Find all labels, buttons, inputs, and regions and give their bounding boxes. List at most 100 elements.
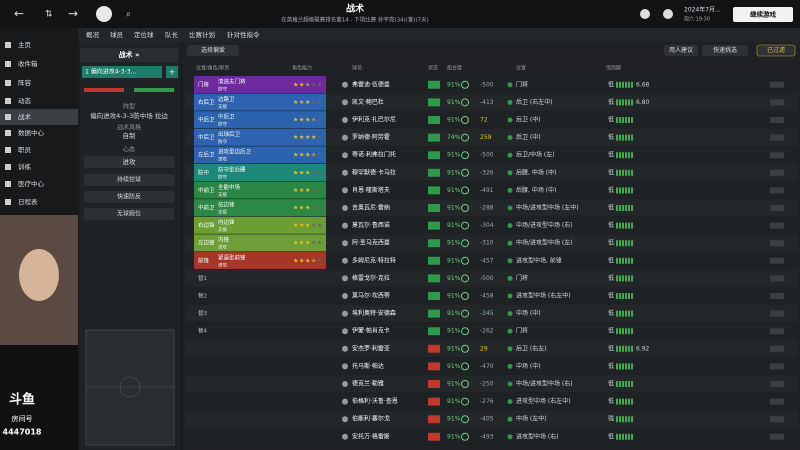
- continue-button[interactable]: [733, 7, 793, 22]
- row[interactable]: [185, 357, 798, 375]
- continue-label[interactable]: 继续游戏: [750, 10, 777, 19]
- player-name[interactable]: 安托万·格雷斯: [352, 432, 390, 440]
- instruction-button[interactable]: [84, 191, 174, 203]
- row[interactable]: [185, 304, 798, 322]
- player-name[interactable]: 格雷戈尔·克拉: [352, 274, 390, 282]
- sidebar-item[interactable]: 训练: [18, 162, 32, 171]
- row-toggle[interactable]: [770, 328, 784, 335]
- help-icon[interactable]: [640, 9, 650, 19]
- instruction-label[interactable]: 无球跑位: [117, 210, 141, 218]
- row-toggle[interactable]: [770, 398, 784, 405]
- player-name[interactable]: 伯斯利·塞尔戈: [352, 415, 390, 423]
- row-toggle[interactable]: [770, 117, 784, 123]
- row[interactable]: [185, 164, 798, 181]
- row[interactable]: [185, 234, 798, 252]
- sidebar-item[interactable]: 职员: [18, 146, 32, 154]
- row-toggle[interactable]: [770, 205, 784, 211]
- sidebar-item[interactable]: 收件箱: [18, 59, 38, 68]
- row[interactable]: [185, 269, 798, 287]
- row[interactable]: [185, 216, 798, 234]
- sidebar-item[interactable]: 主页: [18, 40, 32, 49]
- filter-button[interactable]: [756, 44, 796, 57]
- player-name[interactable]: 莫瓦尔·鲁西诺: [352, 221, 390, 229]
- mentality-select[interactable]: [84, 156, 174, 168]
- row-toggle[interactable]: [770, 275, 784, 282]
- row[interactable]: [185, 392, 798, 410]
- add-icon[interactable]: +: [169, 68, 176, 77]
- tab[interactable]: 定位球: [134, 30, 154, 39]
- mentality[interactable]: 进攻: [123, 157, 137, 166]
- tactic-name[interactable]: 1 偏向进攻4-3-3...: [85, 68, 136, 76]
- row[interactable]: [185, 252, 798, 269]
- quick-label[interactable]: 快速挑选: [713, 46, 737, 54]
- player-name[interactable]: 托马斯·帕达: [352, 362, 384, 370]
- row[interactable]: [185, 375, 798, 393]
- row[interactable]: [185, 287, 798, 305]
- row[interactable]: [185, 181, 798, 199]
- row[interactable]: [185, 410, 798, 428]
- sidebar-item[interactable]: 日程表: [18, 197, 38, 206]
- style[interactable]: 自制: [123, 131, 137, 140]
- row[interactable]: [185, 111, 798, 129]
- row-toggle[interactable]: [770, 222, 784, 229]
- add-tactic[interactable]: [166, 66, 178, 78]
- instruction-button[interactable]: [84, 208, 174, 220]
- forward-arrow[interactable]: →: [68, 7, 78, 21]
- row[interactable]: [185, 76, 798, 93]
- row[interactable]: [185, 322, 798, 340]
- filter-label[interactable]: 已过滤: [767, 46, 785, 54]
- tab[interactable]: 球员: [110, 30, 124, 39]
- player-name[interactable]: 肖恩·隆斯塔夫: [352, 186, 390, 194]
- advice-button[interactable]: [664, 45, 698, 56]
- advice-label[interactable]: 用人建议: [669, 46, 693, 54]
- row-toggle[interactable]: [770, 345, 784, 352]
- sidebar-item[interactable]: 动态: [18, 96, 32, 105]
- player-name[interactable]: 伊蒙·帕肖克卡: [352, 327, 390, 335]
- row-toggle[interactable]: [770, 152, 784, 159]
- tactic-select[interactable]: [82, 66, 162, 78]
- row[interactable]: [185, 428, 798, 445]
- row-toggle[interactable]: [770, 310, 784, 317]
- nav-updown[interactable]: ⇅: [45, 10, 53, 20]
- tab[interactable]: 针对性指令: [227, 30, 260, 39]
- player-name[interactable]: 凯文·鲍巴杜: [352, 98, 384, 106]
- tab[interactable]: 概况: [86, 30, 100, 39]
- player-name[interactable]: 德克兰·勒雅: [352, 380, 384, 388]
- formation[interactable]: 偏向进攻4-3-3防中场 拉边: [90, 111, 168, 120]
- instruction-label[interactable]: 持续控球: [117, 176, 141, 184]
- sidebar-item[interactable]: 医疗中心: [18, 179, 45, 188]
- player-name[interactable]: 吉奥瓦尼·雷纳: [352, 204, 390, 212]
- quick-button[interactable]: [702, 45, 748, 56]
- club-badge[interactable]: [96, 6, 112, 22]
- tab[interactable]: 队长: [165, 30, 179, 39]
- row[interactable]: [185, 340, 798, 357]
- tab[interactable]: 比赛计划: [189, 30, 215, 39]
- row-toggle[interactable]: [770, 169, 784, 176]
- instruction-button[interactable]: [84, 174, 174, 186]
- player-name[interactable]: 伯格利·沃鲁·查恩: [352, 397, 398, 405]
- row-toggle[interactable]: [770, 99, 784, 106]
- row-toggle[interactable]: [770, 433, 784, 440]
- row-toggle[interactable]: [770, 240, 784, 247]
- sidebar-item[interactable]: 数据中心: [18, 128, 45, 137]
- settings-icon[interactable]: [663, 9, 673, 19]
- player-name[interactable]: 安杰罗·利雷亚: [352, 344, 390, 352]
- row[interactable]: [185, 146, 798, 164]
- player-name[interactable]: 罗纳德·阿劳霍: [352, 133, 390, 141]
- player-name[interactable]: 伊利克·扎巴尔尼: [352, 116, 396, 124]
- row-toggle[interactable]: [770, 257, 784, 264]
- row[interactable]: [185, 199, 798, 217]
- row[interactable]: [185, 128, 798, 146]
- row-toggle[interactable]: [770, 363, 784, 370]
- select-button[interactable]: [187, 45, 239, 56]
- sidebar-item[interactable]: 阵容: [18, 78, 32, 87]
- player-name[interactable]: 莫马尔·坎西蒂: [352, 292, 390, 300]
- player-name[interactable]: 弗雷迪·伍德曼: [352, 80, 390, 88]
- search-icon[interactable]: ⌕: [126, 10, 131, 20]
- player-name[interactable]: 穆罕默德·卡马拉: [352, 168, 396, 176]
- sidebar-item[interactable]: 战术: [18, 112, 32, 121]
- player-name[interactable]: 阿·圣马克西曼: [352, 239, 390, 247]
- row-toggle[interactable]: [770, 187, 784, 194]
- instruction-label[interactable]: 快速防反: [117, 193, 141, 201]
- row-toggle[interactable]: [770, 416, 784, 423]
